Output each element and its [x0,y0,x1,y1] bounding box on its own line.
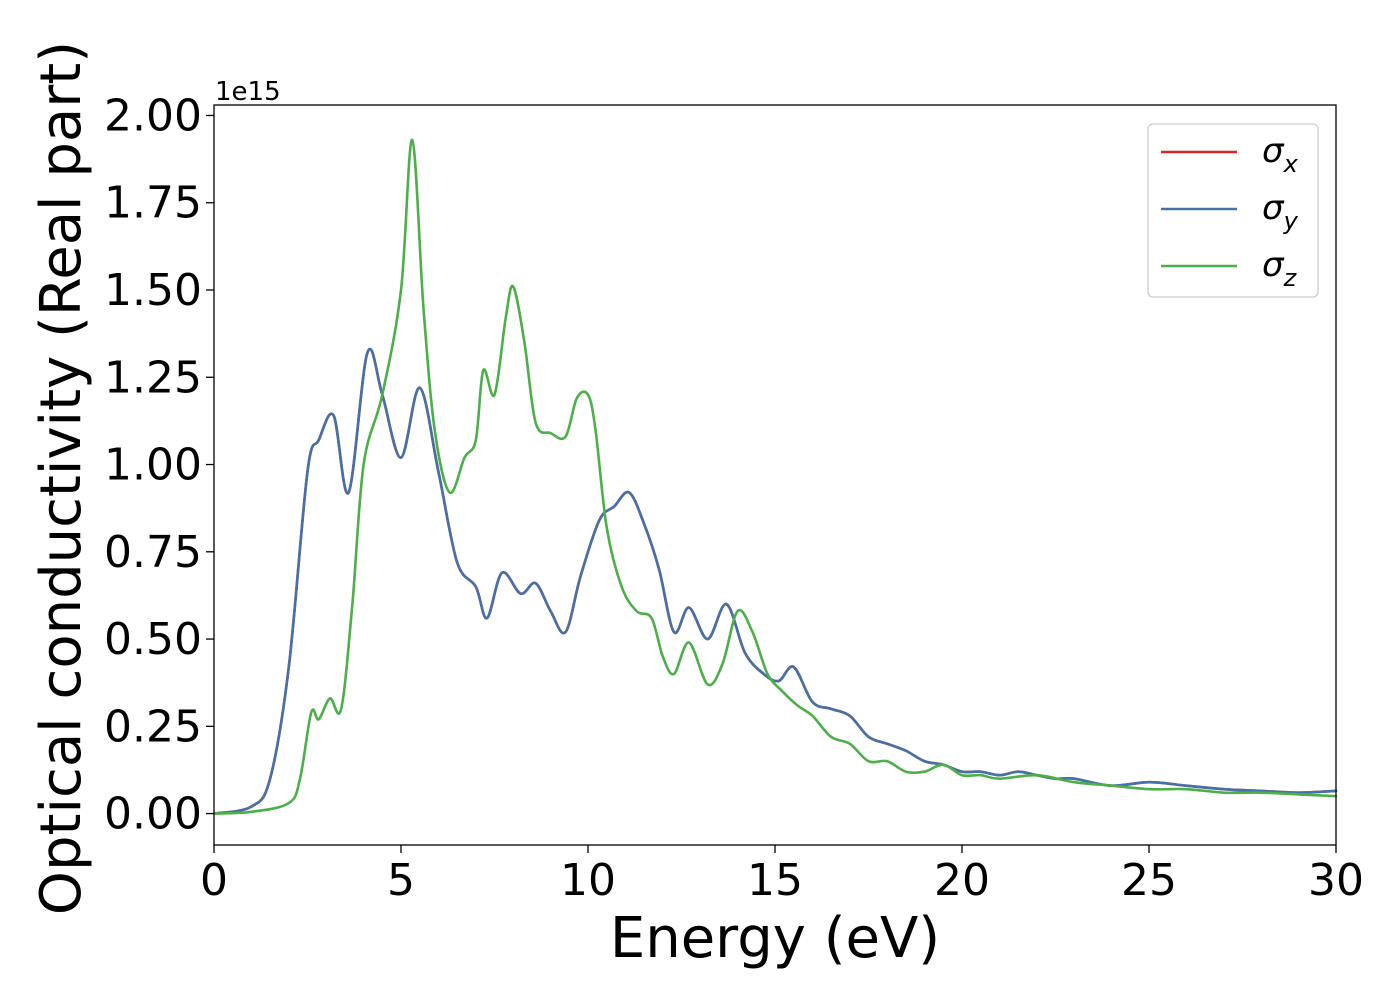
y-tick-label: 1.25 [104,352,202,403]
y-tick-label: 1.50 [104,265,202,316]
legend-subscript-x: x [1283,150,1299,178]
legend-subscript-y: y [1283,207,1299,235]
x-axis-title: Energy (eV) [610,906,940,971]
x-tick-label: 0 [200,855,228,906]
y-offset-label: 1e15 [215,77,281,107]
y-tick-label: 0.00 [104,789,202,840]
x-axis: 0 5 10 15 20 25 30 [200,845,1364,906]
y-axis-title: Optical conductivity (Real part) [29,41,94,915]
y-axis: 0.00 0.25 0.50 0.75 1.00 1.25 1.50 1.75 2.00 [104,90,214,840]
legend-label-y: σy [1262,188,1299,235]
y-tick-label: 0.50 [104,614,202,665]
series-line-z [212,138,1338,815]
y-tick-label: 1.00 [104,440,202,491]
series-line-y [212,348,1338,815]
x-tick-label: 25 [1121,855,1177,906]
y-tick-label: 0.25 [104,701,202,752]
legend-box [1147,123,1319,298]
legend-subscript-z: z [1283,264,1298,292]
y-tick-label: 2.00 [104,90,202,141]
x-tick-label: 20 [934,855,990,906]
x-tick-label: 30 [1308,855,1364,906]
x-tick-label: 5 [387,855,415,906]
x-tick-label: 10 [560,855,616,906]
series-layer [212,138,1338,815]
y-tick-label: 1.75 [104,178,202,229]
x-tick-label: 15 [747,855,803,906]
y-tick-label: 0.75 [104,527,202,578]
